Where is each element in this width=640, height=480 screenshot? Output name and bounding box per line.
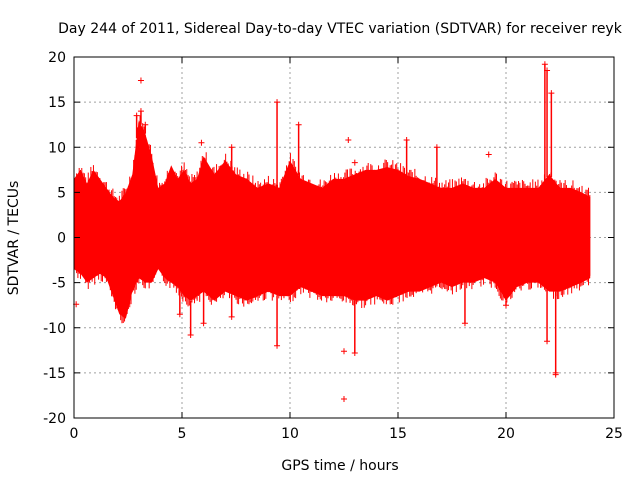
y-tick-label: 15 bbox=[48, 95, 66, 111]
data-point-marker bbox=[552, 371, 559, 378]
data-point-marker bbox=[544, 338, 551, 345]
y-axis-label: SDTVAR / TECUs bbox=[6, 181, 22, 296]
data-point-marker bbox=[142, 121, 149, 128]
data-point-marker bbox=[198, 139, 205, 146]
data-point-marker bbox=[228, 144, 235, 151]
data-point-marker bbox=[345, 137, 352, 144]
data-point-marker bbox=[137, 108, 144, 115]
data-point-marker bbox=[433, 144, 440, 151]
data-point-marker bbox=[548, 90, 555, 97]
data-point-marker bbox=[295, 121, 302, 128]
x-tick-label: 10 bbox=[281, 426, 299, 442]
data-point-marker bbox=[351, 350, 358, 357]
x-tick-label: 15 bbox=[389, 426, 407, 442]
data-point-marker bbox=[403, 137, 410, 144]
data-point-marker bbox=[176, 311, 183, 318]
ticks bbox=[73, 56, 615, 419]
y-tick-label: -5 bbox=[52, 276, 66, 292]
data-point-marker bbox=[187, 331, 194, 338]
data-point-marker bbox=[228, 313, 235, 320]
data-point-marker bbox=[133, 112, 140, 119]
x-tick-label: 0 bbox=[70, 426, 79, 442]
data-point-marker bbox=[461, 320, 468, 327]
tick-labels: 0 5 10 15 20 25 -20 -15 -10 -5 0 5 10 15 20 bbox=[43, 50, 623, 442]
x-tick-label: 5 bbox=[178, 426, 187, 442]
data-point-marker bbox=[341, 396, 347, 403]
x-tick-label: 25 bbox=[605, 426, 623, 442]
y-tick-label: 5 bbox=[57, 185, 66, 201]
data-point-marker bbox=[274, 342, 281, 349]
data-point-marker bbox=[351, 159, 358, 166]
data-point-marker bbox=[200, 320, 207, 327]
data-point-marker bbox=[544, 67, 551, 74]
y-tick-label: 0 bbox=[57, 231, 66, 247]
x-tick-label: 20 bbox=[497, 426, 515, 442]
data-point-marker bbox=[341, 348, 347, 355]
y-tick-label: -15 bbox=[43, 366, 66, 382]
y-tick-label: -20 bbox=[43, 411, 66, 427]
data-point-marker bbox=[274, 99, 281, 106]
data-point-marker bbox=[541, 61, 548, 68]
chart-title: Day 244 of 2011, Sidereal Day-to-day VTE… bbox=[58, 21, 623, 37]
data-point-marker bbox=[137, 77, 144, 84]
y-tick-label: -10 bbox=[43, 321, 66, 337]
x-axis-label: GPS time / hours bbox=[281, 458, 398, 474]
y-tick-label: 20 bbox=[48, 50, 66, 66]
y-tick-label: 10 bbox=[48, 140, 66, 156]
data-layer bbox=[73, 61, 591, 403]
data-point-marker bbox=[503, 302, 509, 309]
data-point-marker bbox=[485, 151, 492, 158]
